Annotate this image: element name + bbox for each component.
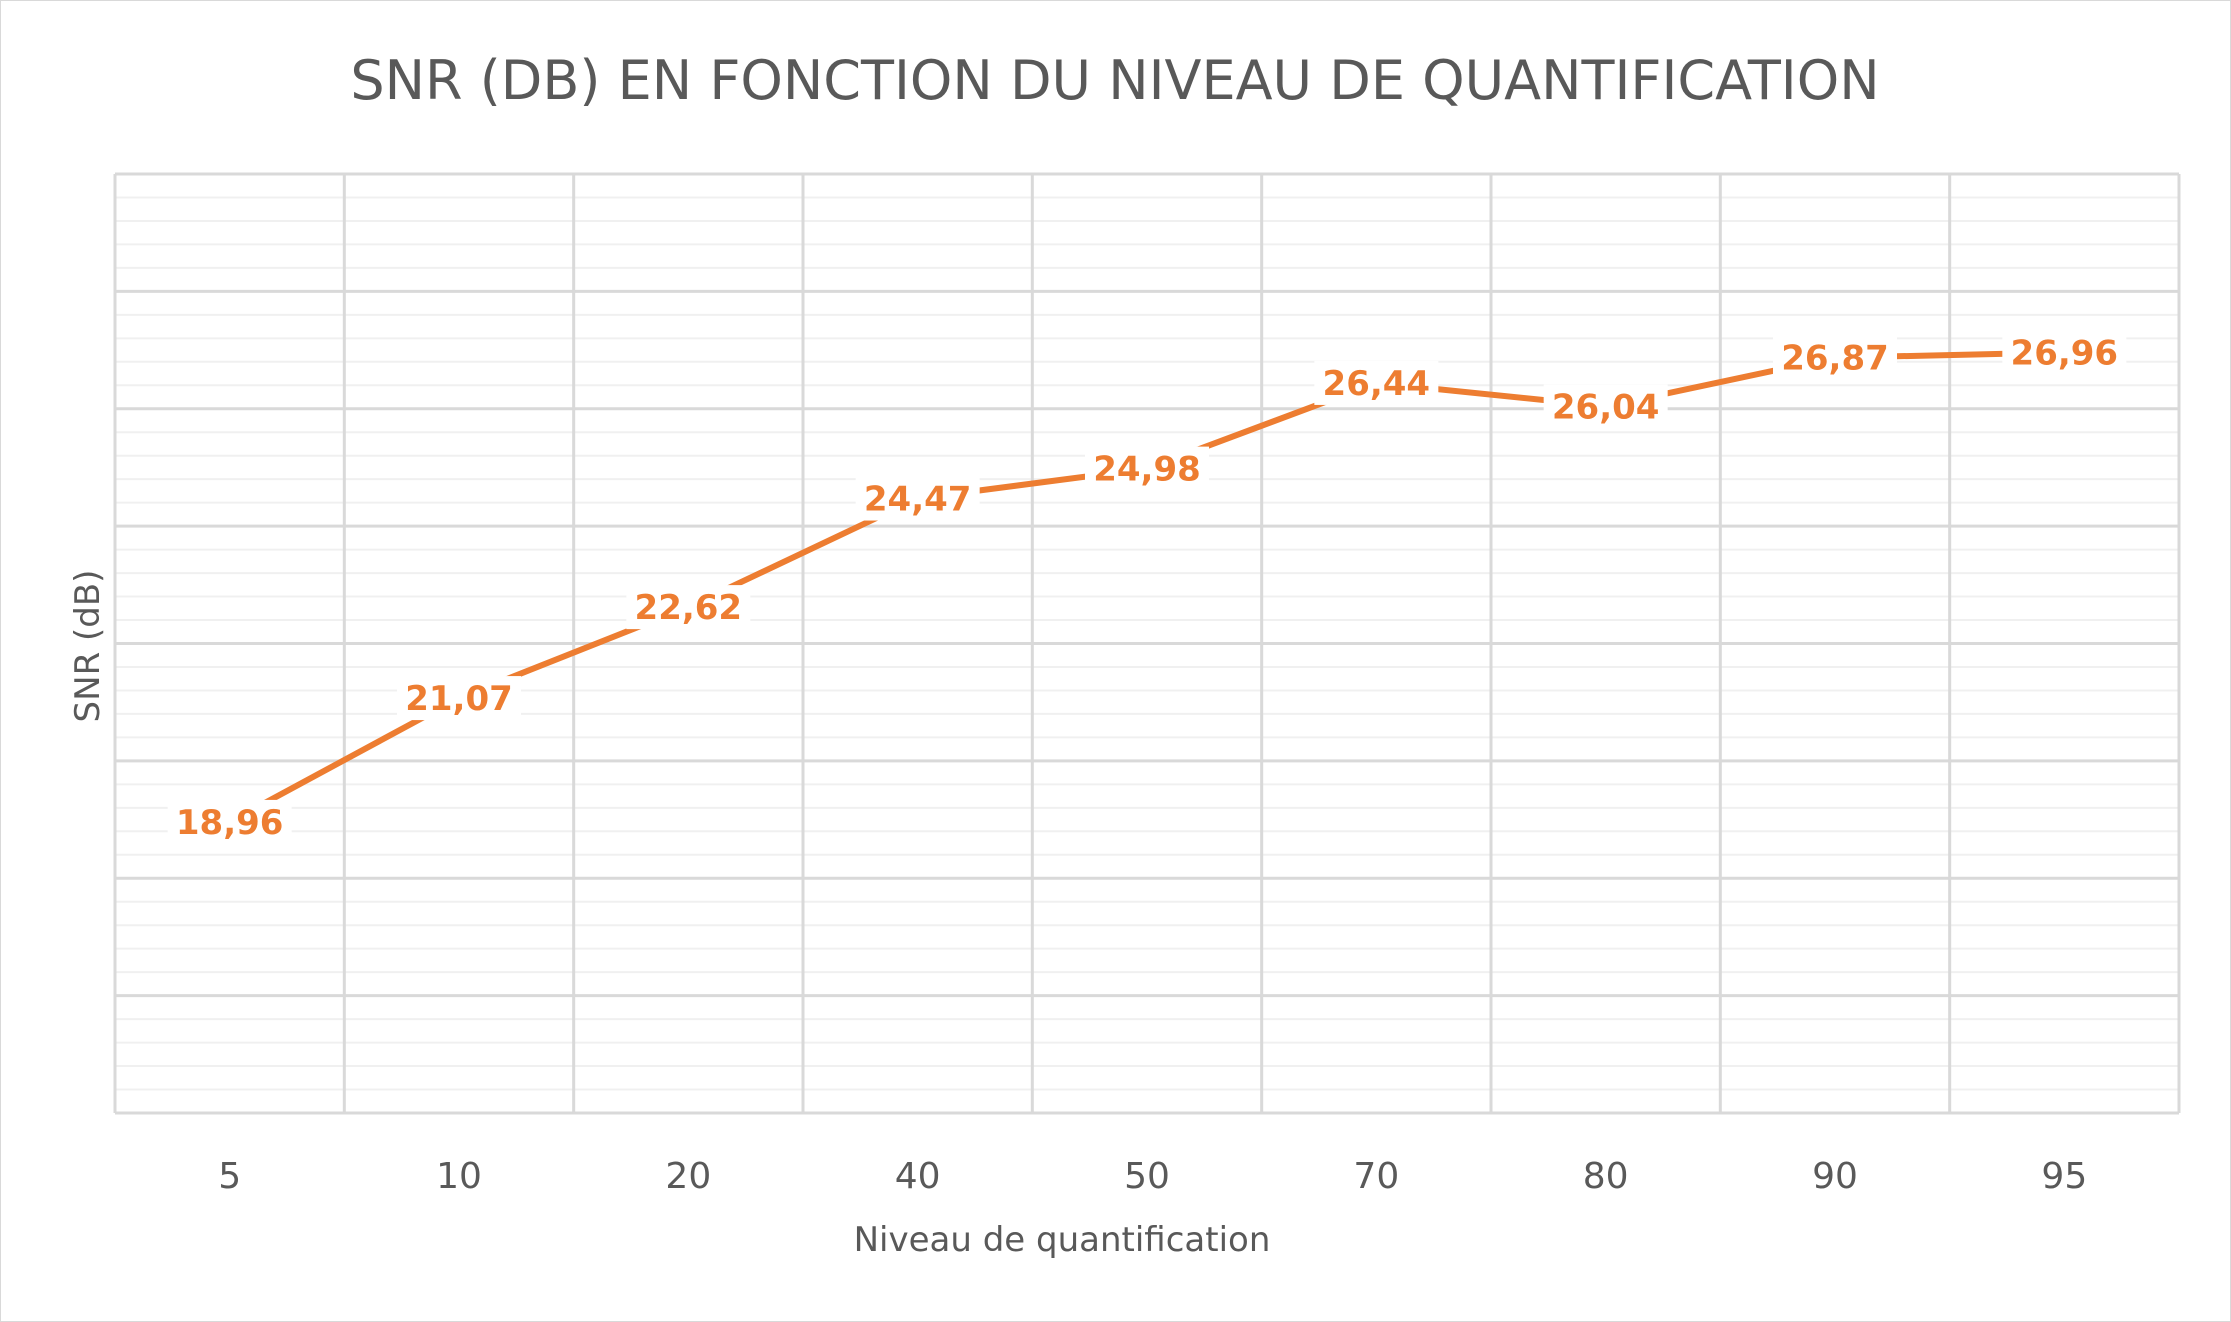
x-axis-title: Niveau de quantification — [854, 1220, 1271, 1260]
series-line — [228, 349, 2065, 825]
chart-title: SNR (DB) EN FONCTION DU NIVEAU DE QUANTI… — [350, 49, 1879, 112]
data-point: 26,87 — [1773, 335, 1897, 380]
data-label-background — [397, 676, 521, 721]
data-label-background — [626, 585, 751, 630]
data-label-background — [1773, 335, 1897, 380]
data-label: 24,47 — [864, 480, 972, 520]
data-label: 26,04 — [1552, 387, 1660, 427]
data-point: 18,96 — [167, 799, 292, 844]
data-label-background — [167, 799, 292, 844]
x-tick-label: 90 — [1812, 1156, 1858, 1197]
x-tick-label: 50 — [1124, 1156, 1170, 1197]
data-label-background — [1314, 360, 1439, 405]
data-point: 24,98 — [1085, 446, 1209, 491]
data-point: 26,44 — [1314, 360, 1439, 405]
x-tick-label: 70 — [1353, 1156, 1399, 1197]
y-axis-title: SNR (dB) — [68, 570, 108, 723]
data-label-background — [2002, 330, 2127, 375]
data-label: 18,96 — [176, 803, 284, 843]
data-label: 24,98 — [1093, 450, 1201, 490]
data-point: 26,96 — [2002, 330, 2127, 375]
x-tick-label: 5 — [218, 1156, 241, 1197]
data-point: 26,04 — [1543, 384, 1668, 429]
data-point: 24,47 — [855, 476, 980, 521]
data-label: 26,87 — [1781, 339, 1889, 379]
data-label: 26,96 — [2011, 333, 2119, 373]
x-tick-label: 40 — [895, 1156, 941, 1197]
x-tick-label: 10 — [436, 1156, 482, 1197]
x-tick-layer: 5 10 20 40 50 70 80 90 95 — [218, 1156, 2087, 1197]
x-tick-label: 20 — [665, 1156, 711, 1197]
data-label: 26,44 — [1323, 364, 1431, 404]
data-point: 22,62 — [626, 585, 751, 630]
x-tick-label: 95 — [2041, 1156, 2087, 1197]
data-label: 21,07 — [405, 679, 513, 719]
data-point: 21,07 — [397, 676, 521, 721]
data-label-background — [1085, 446, 1209, 491]
data-label: 22,62 — [635, 588, 743, 628]
data-label-layer: 18,96 21,07 22,62 24,47 24,98 26,44 26,04 26,87… — [167, 330, 2127, 844]
series-layer — [228, 349, 2065, 825]
grid-layer — [113, 172, 2181, 1115]
data-label-background — [1543, 384, 1668, 429]
x-tick-label: 80 — [1583, 1156, 1629, 1197]
data-label-background — [855, 476, 980, 521]
